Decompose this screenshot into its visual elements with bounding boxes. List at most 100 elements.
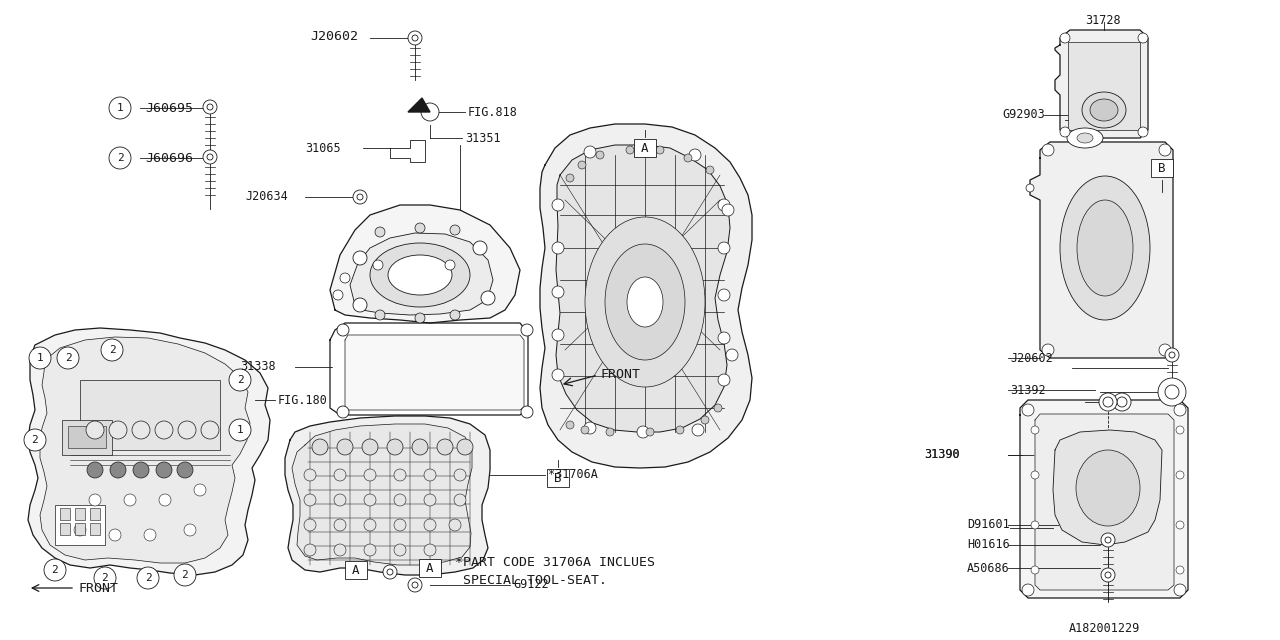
Circle shape xyxy=(421,103,439,121)
Circle shape xyxy=(726,349,739,361)
Polygon shape xyxy=(292,424,472,565)
Circle shape xyxy=(1100,393,1117,411)
Circle shape xyxy=(201,421,219,439)
Circle shape xyxy=(451,310,460,320)
Circle shape xyxy=(639,142,652,154)
Polygon shape xyxy=(349,233,493,315)
Circle shape xyxy=(1117,397,1126,407)
Polygon shape xyxy=(330,205,520,323)
Bar xyxy=(68,426,106,448)
Text: 1: 1 xyxy=(37,353,44,363)
Circle shape xyxy=(109,529,122,541)
Circle shape xyxy=(1105,537,1111,543)
Text: 2: 2 xyxy=(101,573,109,583)
Circle shape xyxy=(133,462,148,478)
Circle shape xyxy=(364,494,376,506)
Circle shape xyxy=(408,578,422,592)
Circle shape xyxy=(445,260,454,270)
Circle shape xyxy=(424,544,436,556)
Text: 31338: 31338 xyxy=(241,360,275,374)
Circle shape xyxy=(58,347,79,369)
Circle shape xyxy=(701,416,709,424)
Circle shape xyxy=(1138,127,1148,137)
Circle shape xyxy=(1165,348,1179,362)
Circle shape xyxy=(387,569,393,575)
Polygon shape xyxy=(40,337,250,563)
Circle shape xyxy=(1042,144,1053,156)
Text: 2: 2 xyxy=(109,345,115,355)
Circle shape xyxy=(1105,572,1111,578)
Polygon shape xyxy=(1053,430,1162,545)
Circle shape xyxy=(387,439,403,455)
Ellipse shape xyxy=(627,277,663,327)
Circle shape xyxy=(155,421,173,439)
Circle shape xyxy=(1165,385,1179,399)
Circle shape xyxy=(1027,184,1034,192)
Circle shape xyxy=(454,494,466,506)
Text: *31706A: *31706A xyxy=(548,468,598,481)
Circle shape xyxy=(337,439,353,455)
Polygon shape xyxy=(408,98,430,112)
Circle shape xyxy=(415,313,425,323)
Circle shape xyxy=(29,347,51,369)
Ellipse shape xyxy=(1076,200,1133,296)
Circle shape xyxy=(353,298,367,312)
Text: H01616: H01616 xyxy=(968,538,1010,552)
Polygon shape xyxy=(1036,414,1174,590)
Circle shape xyxy=(415,223,425,233)
Circle shape xyxy=(357,194,364,200)
Circle shape xyxy=(521,406,532,418)
Circle shape xyxy=(86,421,104,439)
Circle shape xyxy=(334,494,346,506)
Bar xyxy=(76,523,84,535)
Text: J60696: J60696 xyxy=(145,152,193,164)
Circle shape xyxy=(305,544,316,556)
Circle shape xyxy=(657,146,664,154)
Circle shape xyxy=(394,494,406,506)
Circle shape xyxy=(552,199,564,211)
Circle shape xyxy=(637,426,649,438)
Circle shape xyxy=(394,544,406,556)
Circle shape xyxy=(1138,33,1148,43)
Circle shape xyxy=(1101,533,1115,547)
Circle shape xyxy=(195,484,206,496)
Circle shape xyxy=(364,519,376,531)
Circle shape xyxy=(451,225,460,235)
Circle shape xyxy=(312,439,328,455)
Text: J60695: J60695 xyxy=(145,102,193,115)
Bar xyxy=(90,508,100,520)
Circle shape xyxy=(229,369,251,391)
Circle shape xyxy=(676,426,684,434)
Circle shape xyxy=(337,324,349,336)
Text: SPECIAL TOOL-SEAT.: SPECIAL TOOL-SEAT. xyxy=(454,573,607,586)
Circle shape xyxy=(44,559,67,581)
Circle shape xyxy=(87,462,102,478)
Circle shape xyxy=(1021,584,1034,596)
Circle shape xyxy=(90,494,101,506)
Bar xyxy=(1151,159,1172,177)
Text: FRONT: FRONT xyxy=(600,369,640,381)
Text: A182001229: A182001229 xyxy=(1069,621,1140,634)
Circle shape xyxy=(584,422,596,434)
Text: J20602: J20602 xyxy=(1010,351,1052,365)
Circle shape xyxy=(353,251,367,265)
Circle shape xyxy=(207,104,212,110)
Text: FIG.180: FIG.180 xyxy=(278,394,328,406)
Circle shape xyxy=(689,149,701,161)
Text: B: B xyxy=(554,472,562,484)
Bar xyxy=(55,505,105,545)
Circle shape xyxy=(1030,521,1039,529)
Bar xyxy=(60,523,70,535)
Circle shape xyxy=(626,146,634,154)
Circle shape xyxy=(424,494,436,506)
Circle shape xyxy=(412,582,419,588)
Circle shape xyxy=(204,100,218,114)
Circle shape xyxy=(109,97,131,119)
Ellipse shape xyxy=(585,217,705,387)
Circle shape xyxy=(109,421,127,439)
Circle shape xyxy=(110,462,125,478)
Circle shape xyxy=(383,565,397,579)
Circle shape xyxy=(137,567,159,589)
Circle shape xyxy=(552,242,564,254)
Text: 1: 1 xyxy=(237,425,243,435)
